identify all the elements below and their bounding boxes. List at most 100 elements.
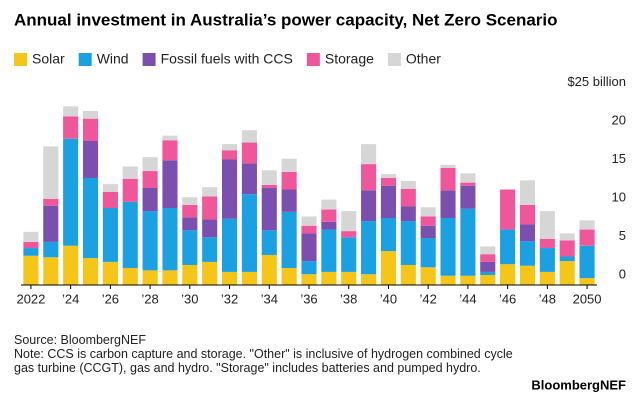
x-tick-label: ’48: [539, 291, 556, 306]
bar-segment: [162, 270, 178, 285]
bar-segment: [559, 256, 575, 262]
bar-segment: [43, 257, 59, 285]
bar-segment: [341, 237, 357, 272]
bar-segment: [460, 275, 476, 285]
bar-segment: [43, 146, 59, 199]
bar-segment: [500, 264, 516, 285]
bar-segment: [380, 185, 396, 219]
bar-segment: [380, 251, 396, 285]
bar-segment: [500, 189, 516, 230]
bar-segment: [23, 241, 39, 249]
bar-segment: [261, 184, 277, 188]
bar-segment: [241, 130, 257, 143]
bar-segment: [82, 258, 99, 285]
legend-label: Wind: [97, 51, 129, 67]
bar-segment: [440, 218, 456, 276]
bar-segment: [102, 261, 118, 285]
bar-segment: [122, 166, 138, 179]
y-tick-label: 15: [612, 151, 626, 166]
bar-segment: [162, 135, 178, 141]
x-tick-label: ’26: [102, 291, 119, 306]
y-tick-label: 0: [619, 266, 626, 281]
bar-segment: [162, 208, 178, 271]
bar-segment: [301, 225, 317, 234]
bar-segment: [559, 240, 575, 257]
bar-segment: [222, 271, 238, 285]
bar-segment: [400, 206, 416, 222]
bar-segment: [102, 184, 118, 192]
bar-segment: [480, 246, 496, 255]
bar-segment: [400, 181, 416, 189]
bar-segment: [420, 225, 436, 239]
bar-segment: [420, 267, 436, 285]
bar-segment: [43, 205, 59, 242]
bar-segment: [182, 217, 198, 231]
bar-segment: [519, 180, 536, 205]
bar-segment: [82, 118, 99, 142]
bar-segment: [480, 261, 496, 272]
bar-segment: [63, 245, 79, 285]
bar-segment: [82, 141, 99, 178]
bar-segment: [579, 245, 595, 279]
chart-title: Annual investment in Australia’s power c…: [14, 10, 558, 29]
bar-segment: [122, 268, 138, 285]
bar-segment: [519, 204, 536, 225]
bar-segment: [23, 231, 39, 242]
bar-segment: [559, 233, 575, 241]
bar-segment: [63, 138, 79, 246]
bar-segment: [480, 254, 496, 262]
bar-segment: [142, 270, 158, 285]
bar-segment: [202, 196, 218, 220]
bar-segment: [460, 182, 476, 186]
x-tick-label: ’38: [340, 291, 357, 306]
bar-segment: [261, 230, 277, 255]
bar-segment: [321, 271, 337, 285]
y-tick-label: 10: [612, 189, 626, 204]
bar-segment: [380, 174, 396, 178]
bar-segment: [361, 274, 377, 285]
bar-segment: [519, 241, 536, 266]
x-tick-label: ’46: [499, 291, 516, 306]
bar-segment: [162, 140, 178, 161]
bar-segment: [63, 106, 79, 117]
bar-segment: [301, 233, 317, 262]
bar-segment: [500, 229, 516, 265]
x-tick-label: ’42: [419, 291, 436, 306]
bar-segment: [142, 171, 158, 188]
legend-swatch: [306, 53, 320, 66]
bar-segment: [361, 164, 377, 191]
bar-segment: [241, 271, 257, 285]
bar-segment: [321, 209, 337, 222]
x-tick-label: ’34: [261, 291, 278, 306]
bar-segment: [559, 261, 575, 285]
bar-segment: [142, 211, 158, 271]
bar-segment: [202, 261, 218, 285]
legend-swatch: [142, 53, 156, 66]
bar-segment: [222, 159, 238, 219]
bar-segment: [420, 238, 436, 268]
bar-segment: [202, 187, 218, 197]
bar-segment: [23, 248, 39, 256]
bar-segment: [440, 275, 456, 285]
bar-segment: [539, 248, 555, 272]
bar-segment: [261, 170, 277, 185]
bar-segment: [142, 187, 158, 212]
bar-segment: [361, 190, 377, 222]
bar-segment: [321, 221, 337, 230]
bar-segment: [162, 160, 178, 208]
bar-segment: [43, 198, 59, 206]
bar-segment: [122, 178, 138, 202]
bar-segment: [539, 238, 555, 249]
bar-segment: [361, 144, 377, 165]
legend-label: Other: [406, 51, 441, 67]
bar-segment: [82, 177, 99, 259]
bar-segment: [122, 201, 138, 269]
bar-segment: [281, 171, 297, 190]
bar-segment: [281, 211, 297, 269]
bar-segment: [43, 241, 59, 258]
x-tick-label: 2050: [573, 291, 602, 306]
bar-segment: [142, 157, 158, 172]
x-tick-label: ’40: [380, 291, 397, 306]
x-tick-label: ’30: [181, 291, 198, 306]
